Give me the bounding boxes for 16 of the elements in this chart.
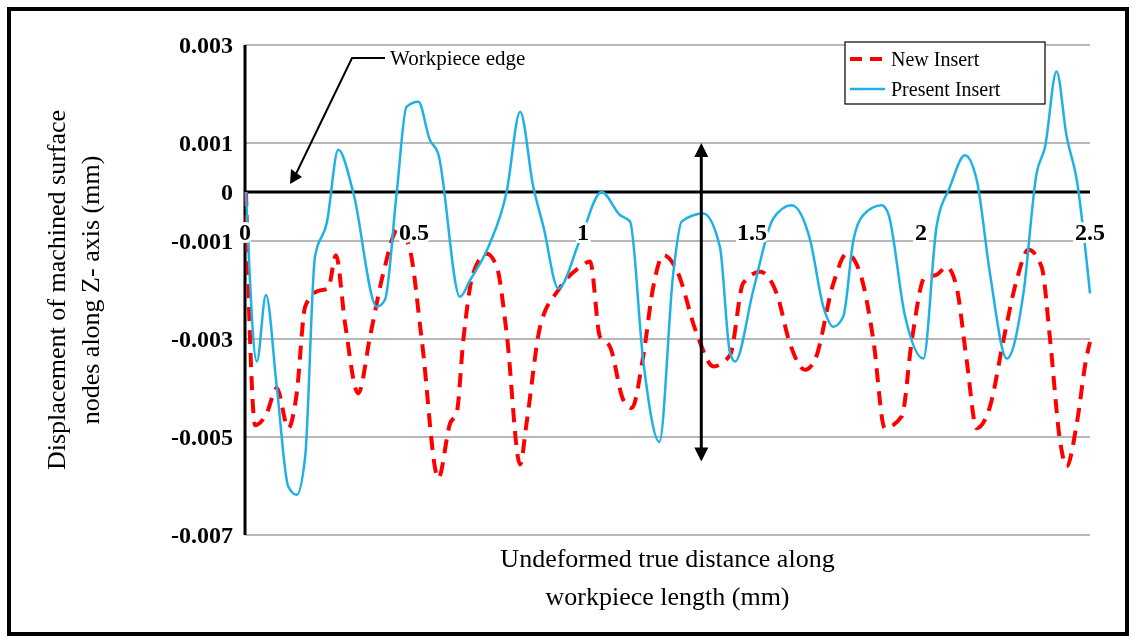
x-tick-label: 1.5: [737, 219, 767, 245]
legend-label: New Insert: [891, 48, 980, 70]
x-axis-title: Undeformed true distance along workpiece length (mm): [500, 544, 835, 611]
y-tick-label: -0.005: [171, 424, 233, 451]
x-tick-label: 0.5: [399, 219, 429, 245]
y-tick-label: 0: [221, 179, 233, 206]
y-tick-label: -0.001: [171, 228, 233, 255]
y-tick-label: -0.007: [171, 522, 233, 549]
y-tick-label: -0.003: [171, 326, 233, 353]
y-tick-label: 0.001: [179, 130, 233, 157]
y-tick-label: 0.003: [179, 32, 233, 59]
annotation: Workpiece edge: [390, 46, 526, 71]
y-axis-title: Displacement of machined surface nodes along Z- axis (mm): [42, 109, 105, 471]
x-tick-label: 0: [239, 219, 251, 245]
x-tick-label: 2: [915, 219, 927, 245]
legend-label: Present Insert: [891, 78, 1001, 100]
